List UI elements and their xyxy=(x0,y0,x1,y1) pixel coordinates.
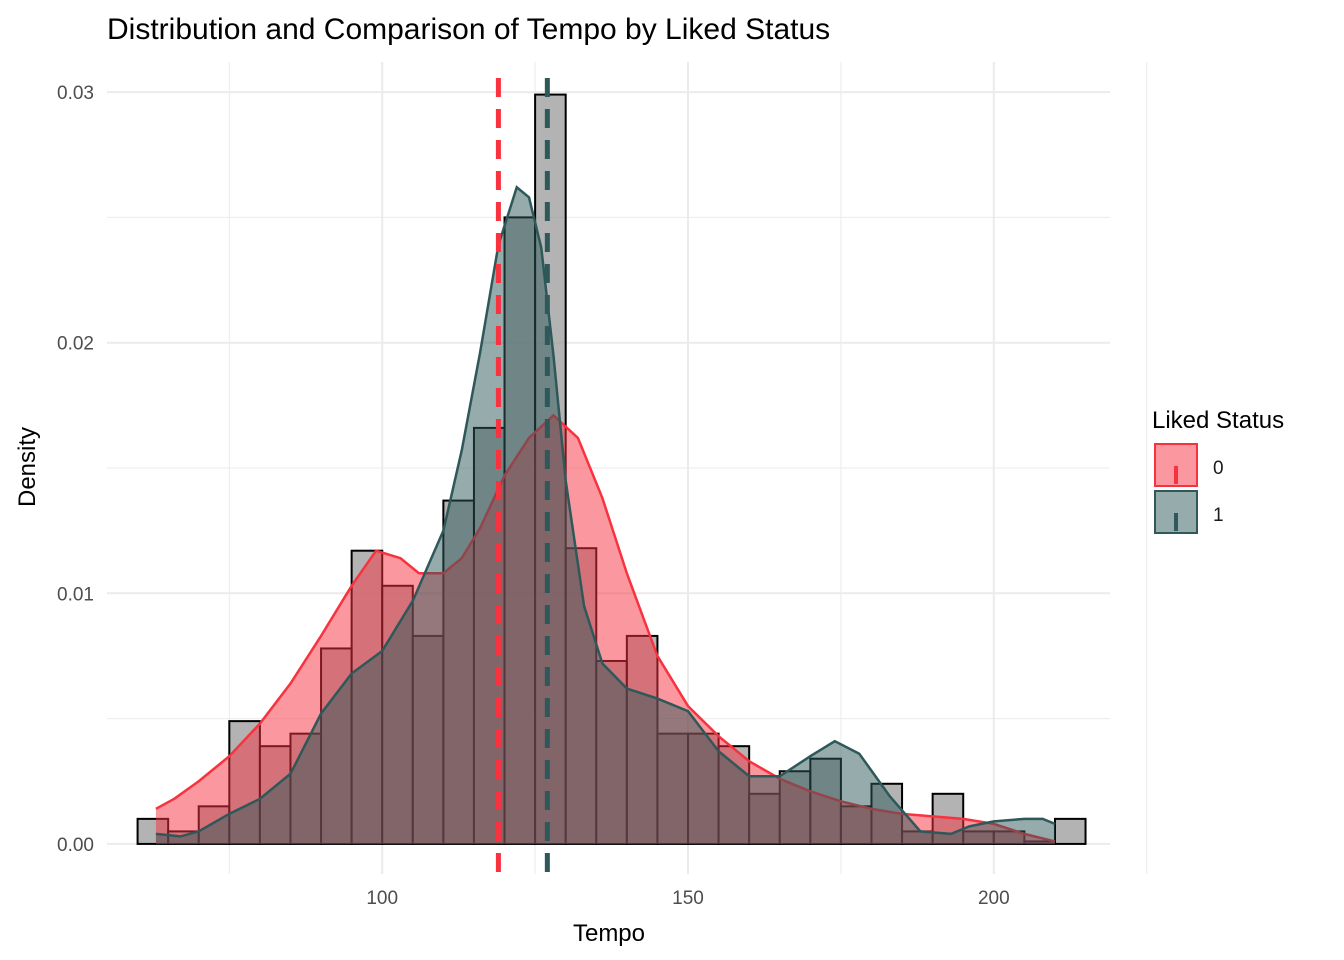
x-axis-ticks: 100 150 200 xyxy=(366,888,1009,909)
x-axis-label: Tempo xyxy=(573,920,645,947)
y-tick-label: 0.02 xyxy=(57,334,94,355)
legend-item-0: 0 xyxy=(1154,443,1224,487)
legend-key-1 xyxy=(1154,490,1198,534)
density-line-1 xyxy=(155,185,1056,838)
chart-title: Distribution and Comparison of Tempo by … xyxy=(107,13,830,46)
y-tick-label: 0.03 xyxy=(57,83,94,104)
density-areas xyxy=(155,185,1056,844)
x-tick-label: 100 xyxy=(366,888,398,909)
legend-label-0: 0 xyxy=(1213,458,1224,479)
histogram-bar xyxy=(1053,817,1087,845)
y-axis-ticks: 0.00 0.01 0.02 0.03 xyxy=(57,83,94,856)
y-axis-label: Density xyxy=(14,427,41,507)
y-tick-label: 0.00 xyxy=(57,835,94,856)
legend-title: Liked Status xyxy=(1152,407,1284,434)
density-area-1 xyxy=(155,187,1055,844)
legend-item-1: 1 xyxy=(1154,490,1224,534)
y-tick-label: 0.01 xyxy=(57,584,94,605)
x-tick-label: 150 xyxy=(672,888,704,909)
legend: Liked Status 0 1 xyxy=(1152,407,1284,534)
mean-lines xyxy=(495,78,550,876)
x-tick-label: 200 xyxy=(978,888,1010,909)
legend-label-1: 1 xyxy=(1213,505,1224,526)
legend-key-0 xyxy=(1154,443,1198,487)
